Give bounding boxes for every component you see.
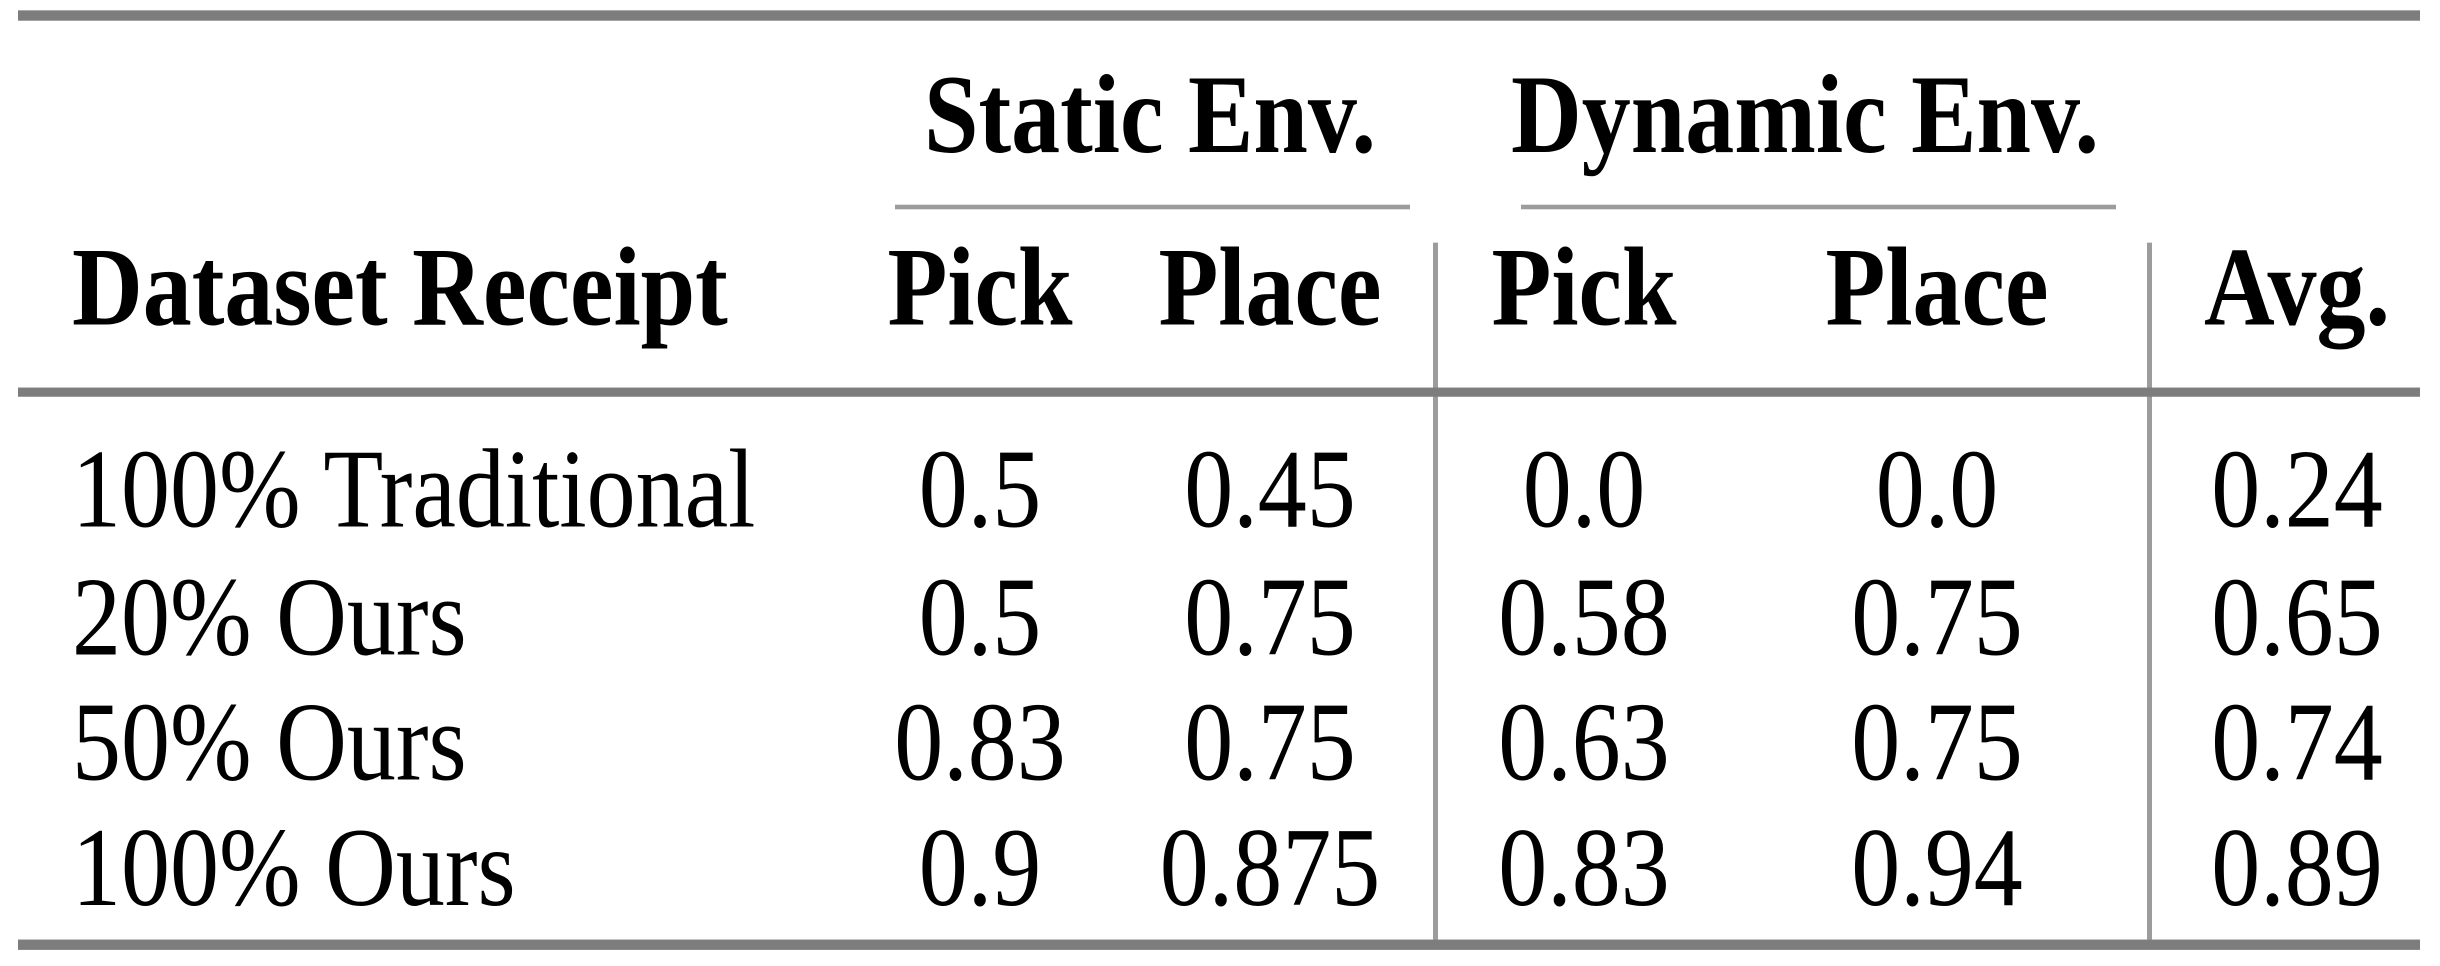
top-rule <box>18 10 2420 21</box>
cell-avg: 0.24 <box>2211 427 2383 552</box>
cell-static-pick: 0.9 <box>918 806 1042 931</box>
column-header-static-place: Place <box>1158 225 1382 350</box>
cell-dynamic-pick: 0.0 <box>1522 427 1646 552</box>
cell-dynamic-pick: 0.58 <box>1498 555 1670 680</box>
cell-dynamic-pick: 0.63 <box>1498 680 1670 805</box>
vertical-separator-static-dynamic <box>1433 242 1438 940</box>
cell-avg: 0.65 <box>2211 555 2383 680</box>
row-label: 20% Ours <box>72 555 467 680</box>
vertical-separator-dynamic-avg <box>2147 242 2152 940</box>
static-env-underline-rule <box>895 204 1410 210</box>
column-header-dataset-receipt: Dataset Receipt <box>72 225 728 350</box>
bottom-rule <box>18 939 2420 950</box>
group-header-static-env: Static Env. <box>924 52 1376 178</box>
cell-static-pick: 0.5 <box>918 427 1042 552</box>
cell-dynamic-place: 0.75 <box>1851 555 2023 680</box>
group-header-dynamic-env: Dynamic Env. <box>1510 52 2100 178</box>
cell-static-place: 0.75 <box>1184 680 1356 805</box>
cell-static-place: 0.45 <box>1184 427 1356 552</box>
cell-static-place: 0.75 <box>1184 555 1356 680</box>
row-label: 100% Ours <box>72 806 516 931</box>
column-header-dynamic-pick: Pick <box>1491 225 1677 350</box>
dynamic-env-underline-rule <box>1521 204 2116 210</box>
row-label: 100% Traditional <box>72 427 756 552</box>
cell-avg: 0.89 <box>2211 806 2383 931</box>
column-header-static-pick: Pick <box>887 225 1073 350</box>
cell-static-pick: 0.83 <box>894 680 1066 805</box>
column-header-avg: Avg. <box>2204 225 2390 350</box>
header-body-rule <box>18 387 2420 397</box>
cell-static-place: 0.875 <box>1159 806 1381 931</box>
row-label: 50% Ours <box>72 680 467 805</box>
cell-avg: 0.74 <box>2211 680 2383 805</box>
cell-dynamic-place: 0.94 <box>1851 806 2023 931</box>
cell-static-pick: 0.5 <box>918 555 1042 680</box>
cell-dynamic-place: 0.0 <box>1875 427 1999 552</box>
cell-dynamic-place: 0.75 <box>1851 680 2023 805</box>
cell-dynamic-pick: 0.83 <box>1498 806 1670 931</box>
column-header-dynamic-place: Place <box>1825 225 2049 350</box>
